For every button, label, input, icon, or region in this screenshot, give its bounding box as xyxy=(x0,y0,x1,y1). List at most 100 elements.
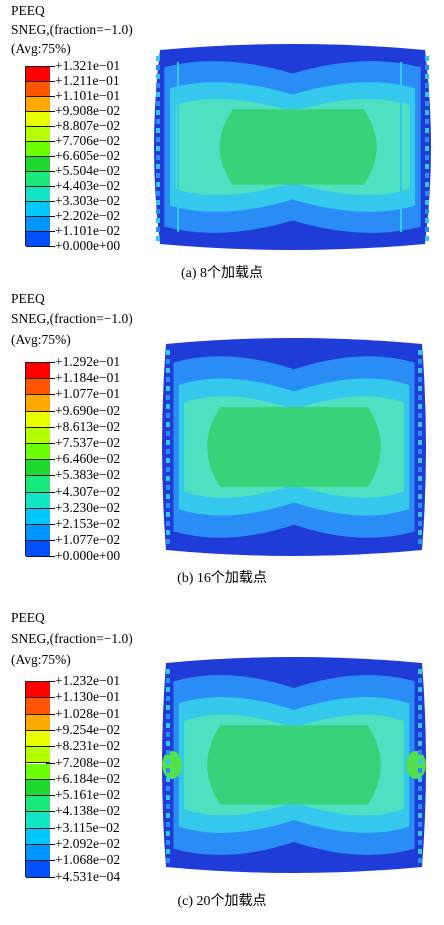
edge-speckle xyxy=(166,395,170,400)
edge-speckle xyxy=(156,209,160,214)
legend-swatch xyxy=(26,541,50,558)
edge-speckle xyxy=(166,485,170,490)
legend-tick xyxy=(46,844,55,845)
legend-value: +1.077e−01 xyxy=(55,386,121,402)
edge-speckle xyxy=(418,786,422,791)
edge-speckle xyxy=(425,146,429,151)
edge-speckle xyxy=(156,182,160,187)
edge-speckle xyxy=(425,110,429,115)
section-label: SNEG,(fraction=−1.0) xyxy=(11,631,133,646)
legend-swatch xyxy=(26,427,50,444)
legend-swatch xyxy=(26,82,50,97)
legend-swatch xyxy=(26,97,50,112)
section-label: SNEG,(fraction=−1.0) xyxy=(11,22,133,37)
variable-label: PEEQ xyxy=(11,3,45,18)
edge-speckle xyxy=(425,155,429,160)
legend-swatch xyxy=(26,232,50,247)
edge-speckle xyxy=(418,422,422,427)
legend-swatch xyxy=(26,217,50,232)
edge-speckle xyxy=(156,236,160,241)
edge-speckle xyxy=(156,92,160,97)
section-label: SNEG,(fraction=−1.0) xyxy=(11,311,133,326)
legend-value: +4.531e−04 xyxy=(55,868,121,884)
edge-speckle xyxy=(425,83,429,88)
edge-speckle xyxy=(418,723,422,728)
edge-speckle xyxy=(166,350,170,355)
edge-speckle xyxy=(166,440,170,445)
legend-value: +8.613e−02 xyxy=(55,418,121,434)
edge-speckle xyxy=(418,759,422,764)
legend-value: +3.303e−02 xyxy=(55,193,121,208)
legend-swatch xyxy=(26,172,50,187)
legend-value: +6.460e−02 xyxy=(55,451,121,467)
edge-speckle xyxy=(425,236,429,241)
contour-plot xyxy=(160,655,428,875)
legend-tick xyxy=(46,141,55,142)
edge-speckle xyxy=(166,705,170,710)
edge-speckle xyxy=(425,56,429,61)
legend-tick xyxy=(46,827,55,829)
legend-swatch xyxy=(26,698,50,715)
legend-tick xyxy=(46,126,55,127)
legend-swatch xyxy=(26,796,50,813)
legend-tick xyxy=(46,66,55,67)
legend-swatch xyxy=(26,112,50,127)
core-region xyxy=(219,109,377,185)
edge-speckle xyxy=(418,395,422,400)
edge-speckle xyxy=(156,119,160,124)
legend-swatch xyxy=(26,763,50,780)
edge-speckle xyxy=(166,521,170,526)
legend-tick xyxy=(46,778,55,780)
legend-value: +3.115e−02 xyxy=(55,819,120,835)
edge-hotspot xyxy=(162,751,182,779)
legend-value: +1.068e−02 xyxy=(55,852,121,868)
legend-swatch xyxy=(26,714,50,731)
averaging-label: (Avg:75%) xyxy=(11,652,71,667)
legend-swatch xyxy=(26,779,50,797)
legend-tick xyxy=(46,475,55,477)
edge-speckle xyxy=(418,440,422,445)
edge-speckle xyxy=(418,413,422,418)
edge-speckle xyxy=(156,128,160,133)
edge-speckle xyxy=(418,503,422,508)
core-region xyxy=(207,407,381,487)
edge-speckle xyxy=(418,777,422,782)
contour-svg xyxy=(154,44,431,250)
legend-value: +1.077e−02 xyxy=(55,532,121,548)
edge-hotspot xyxy=(406,751,426,779)
core-region xyxy=(207,725,381,805)
legend-swatch xyxy=(26,363,50,380)
legend-swatch xyxy=(26,411,50,428)
contour-plot xyxy=(150,42,435,252)
edge-speckle xyxy=(418,512,422,517)
edge-speckle xyxy=(418,813,422,818)
edge-speckle xyxy=(418,377,422,382)
edge-speckle xyxy=(418,822,422,827)
edge-speckle xyxy=(425,227,429,232)
legend-value: +9.690e−02 xyxy=(55,402,121,418)
legend-value: +2.153e−02 xyxy=(55,516,121,531)
edge-speckle xyxy=(418,840,422,845)
edge-speckle xyxy=(425,164,429,169)
edge-speckle xyxy=(156,191,160,196)
averaging-label: (Avg:75%) xyxy=(11,41,71,56)
edge-speckle xyxy=(166,386,170,391)
edge-speckle xyxy=(418,359,422,364)
legend-tick xyxy=(46,201,55,202)
edge-speckle xyxy=(166,822,170,827)
edge-speckle xyxy=(166,714,170,719)
legend-value: +5.383e−02 xyxy=(55,467,121,483)
edge-speckle xyxy=(425,119,429,124)
legend-tick xyxy=(46,697,55,699)
edge-speckle xyxy=(425,101,429,106)
legend-value: +3.230e−02 xyxy=(55,499,121,515)
legend-tick xyxy=(46,459,55,461)
edge-speckle xyxy=(166,759,170,764)
panel-c: PEEQ SNEG,(fraction=−1.0) (Avg:75%) (c) … xyxy=(0,607,444,917)
legend-tick xyxy=(46,156,55,157)
edge-speckle xyxy=(166,687,170,692)
edge-speckle xyxy=(166,368,170,373)
legend-swatch xyxy=(26,730,50,748)
panel-caption: (a) 8个加载点 xyxy=(180,266,264,281)
legend-tick xyxy=(46,410,55,412)
